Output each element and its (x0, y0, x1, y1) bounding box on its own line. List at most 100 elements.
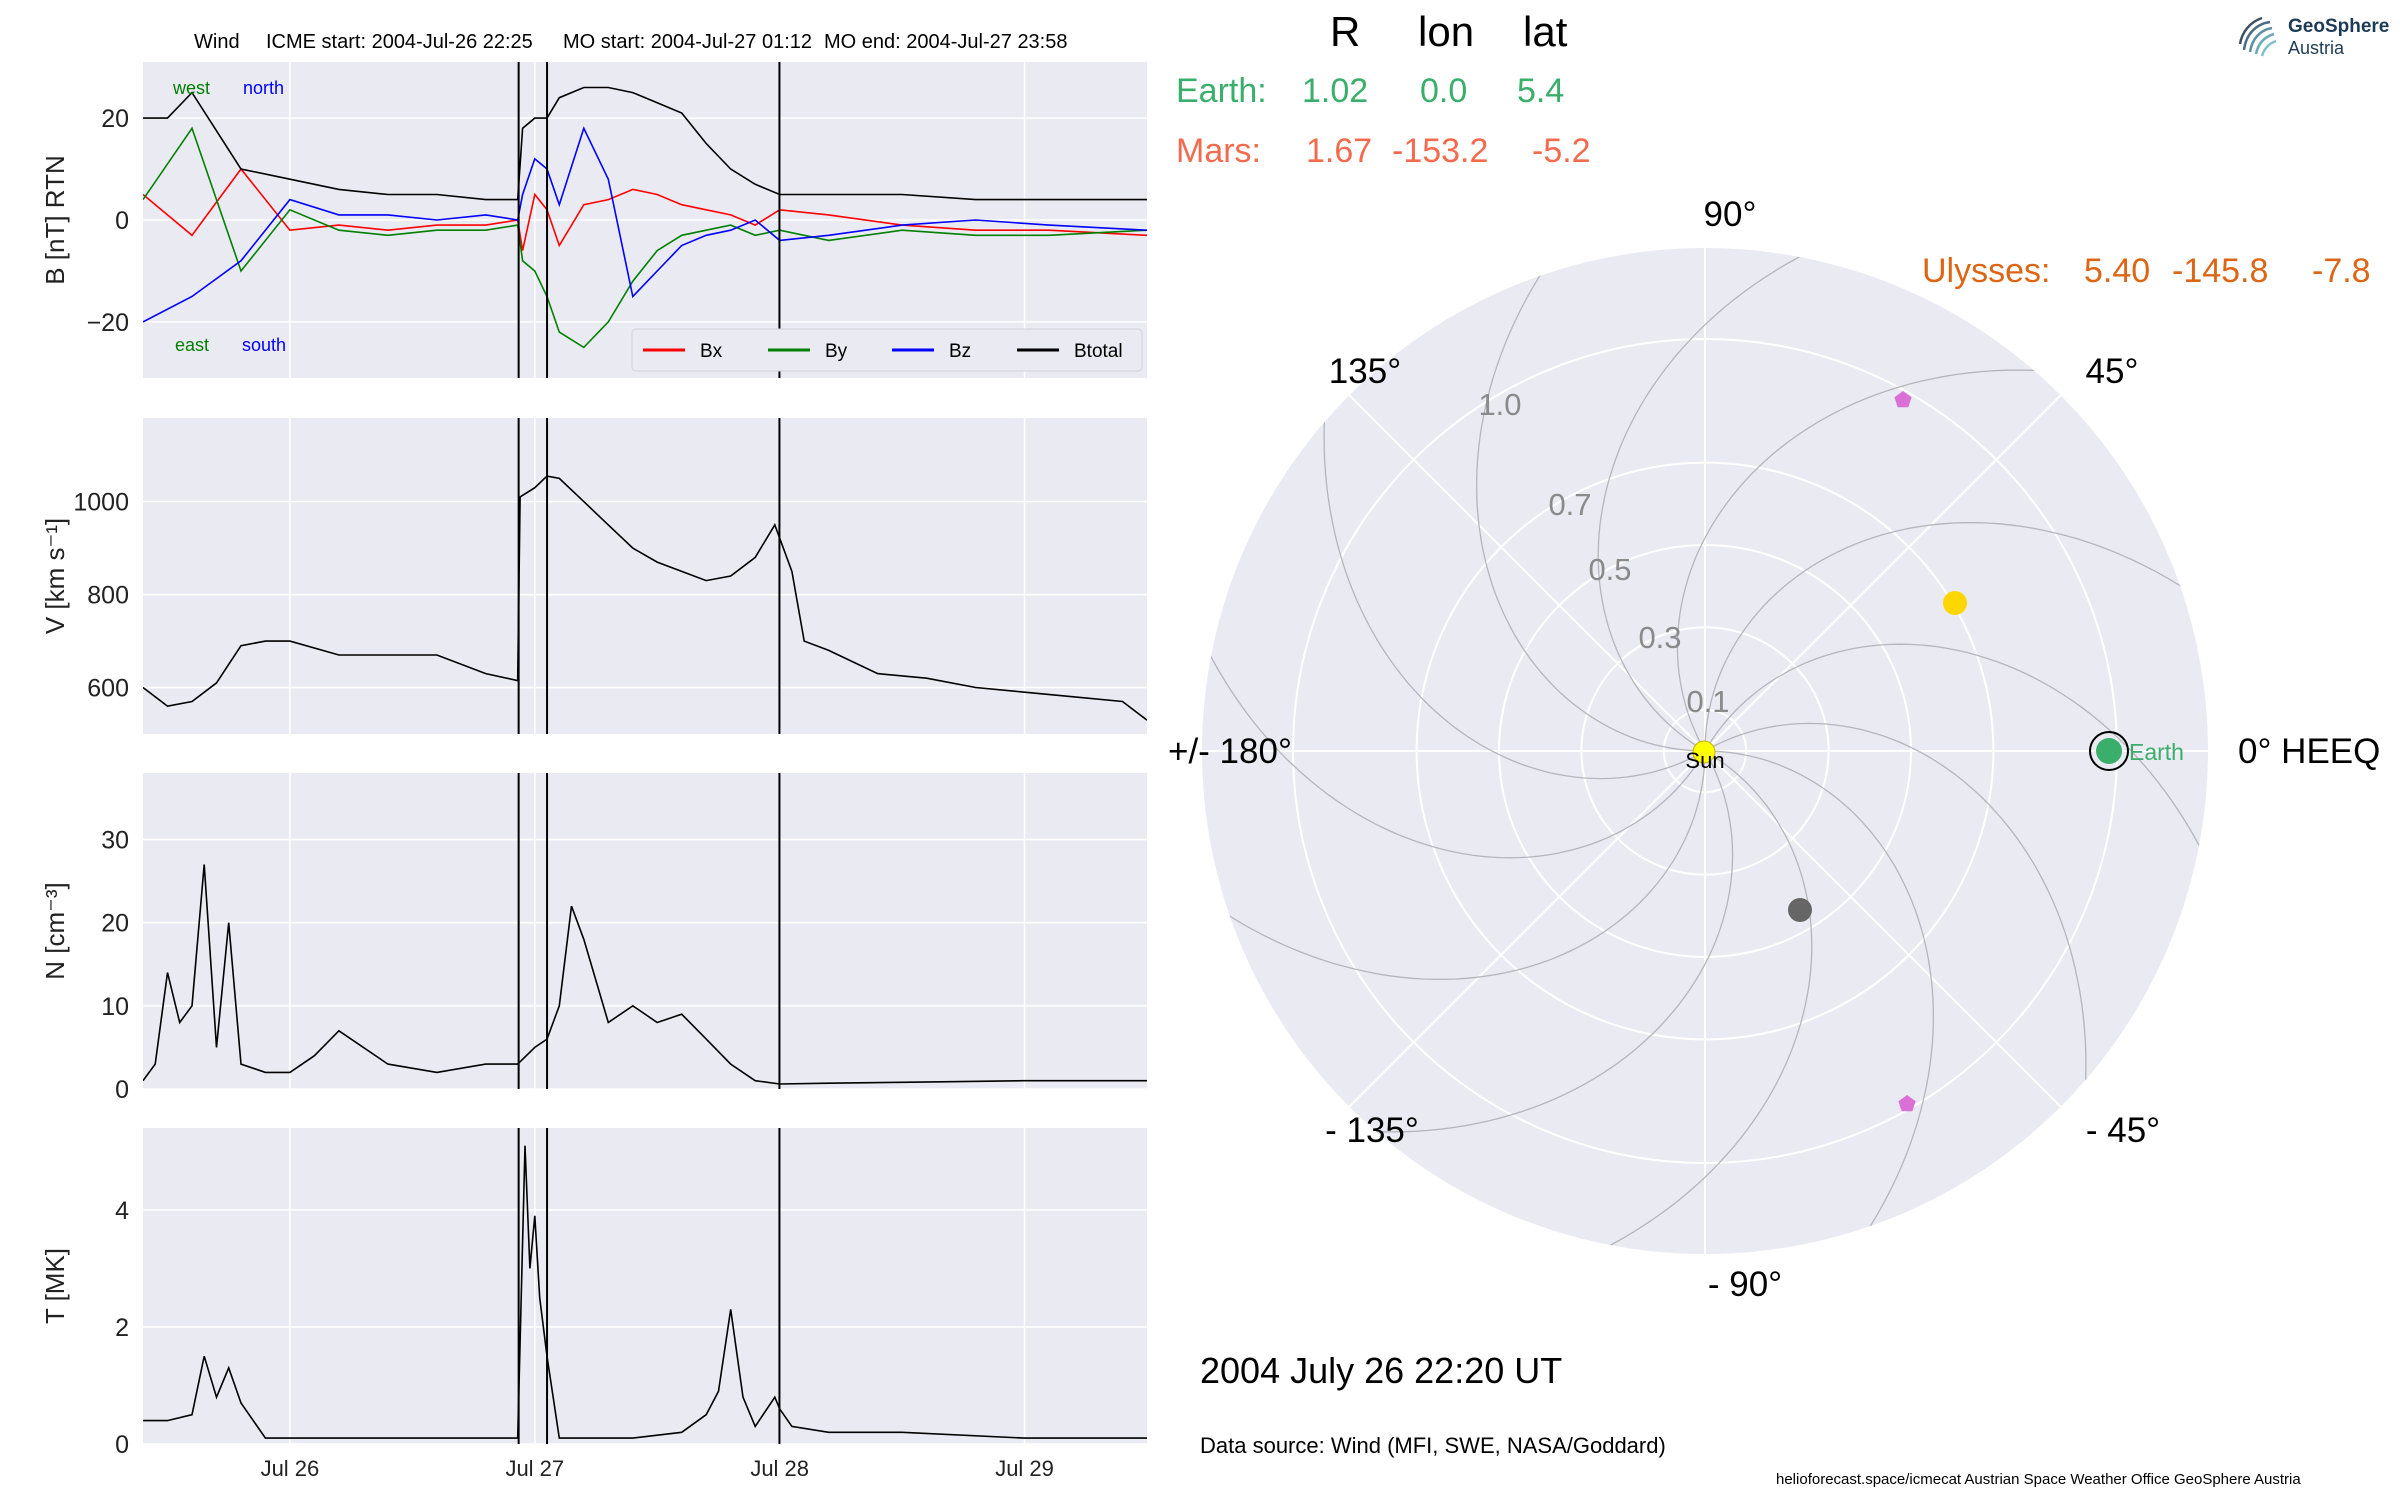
angle-label: +/- 180° (1168, 732, 1292, 771)
date-label: 2004 July 26 22:20 UT (1200, 1350, 1563, 1391)
mercury-marker (1788, 898, 1812, 922)
ulysses-row-r: 5.40 (2084, 252, 2151, 290)
legend-box (631, 328, 1143, 372)
y-tick-label: 0 (115, 207, 129, 235)
x-tick-label: Jul 29 (995, 1456, 1054, 1481)
ts-title-part: Wind (194, 31, 240, 53)
y-tick-label: 0 (115, 1431, 129, 1459)
parker-spiral (1704, 750, 1934, 1238)
y-tick-label: −20 (87, 309, 129, 337)
angular-gridline (1704, 750, 2062, 1108)
b-annotation: north (243, 78, 284, 98)
radial-gridline (1415, 461, 1995, 1041)
col-header-r: R (1330, 8, 1361, 55)
mars-row-r: 1.67 (1306, 132, 1373, 170)
ulysses-row-lon: -145.8 (2172, 252, 2269, 290)
angular-gridline (1348, 394, 1706, 752)
ts-title-part: MO start: 2004-Jul-27 01:12 (563, 31, 812, 53)
parker-spiral (1599, 750, 1813, 1252)
y-tick-label: 600 (87, 675, 129, 703)
parker-spiral (1476, 264, 1706, 752)
y-axis-label: T [MK] (40, 1248, 70, 1324)
panel-background (143, 418, 1147, 734)
earth-ring (2089, 731, 2129, 771)
panel-background (143, 1128, 1147, 1444)
parker-spiral (1704, 522, 2192, 752)
y-tick-label: 4 (115, 1197, 129, 1225)
radial-tick-label: 0.1 (1686, 684, 1729, 719)
y-tick-label: 800 (87, 582, 129, 610)
mars-row-lat: -5.2 (1532, 132, 1591, 170)
y-axis-label: N [cm⁻³] (40, 882, 70, 980)
y-axis-label: V [km s⁻¹] (40, 518, 70, 634)
angular-gridline (1348, 750, 1706, 1108)
parker-spiral (1363, 750, 1734, 1133)
x-tick-label: Jul 26 (261, 1456, 320, 1481)
series-line-Btotal (143, 86, 1147, 201)
y-tick-label: 0 (115, 1076, 129, 1104)
ts-title-part: MO end: 2004-Jul-27 23:58 (824, 31, 1068, 53)
y-tick-label: 1000 (73, 489, 129, 517)
earth-row-lat: 5.4 (1517, 72, 1565, 110)
mars-row-name: Mars: (1176, 132, 1261, 170)
legend-label: By (825, 341, 848, 362)
angle-label: 135° (1329, 352, 1401, 391)
spacecraft-marker-lower (1898, 1095, 1916, 1112)
radial-tick-label: 1.0 (1478, 387, 1521, 422)
x-tick-label: Jul 28 (750, 1456, 809, 1481)
ulysses-row-name: Ulysses: (1922, 252, 2051, 290)
radial-gridline (1498, 544, 1912, 958)
earth-label: Earth (2129, 739, 2184, 765)
logo-line1: GeoSphere (2288, 16, 2390, 37)
venus-marker (1943, 591, 1967, 615)
logo-mark-icon (2238, 16, 2277, 57)
angle-label: 0° HEEQ (2238, 732, 2380, 771)
spacecraft-marker-upper (1894, 391, 1912, 408)
polar-background (1202, 248, 2208, 1254)
ulysses-row-lat: -7.8 (2312, 252, 2371, 290)
col-header-lat: lat (1523, 8, 1568, 55)
b-annotation: west (172, 78, 210, 98)
series-line-Bz (143, 126, 1147, 323)
legend-label: Bx (700, 341, 723, 362)
radial-tick-label: 0.7 (1548, 487, 1591, 522)
y-tick-label: 20 (101, 105, 129, 133)
parker-spiral (1323, 409, 1706, 780)
angle-label: 90° (1704, 195, 1757, 234)
radial-tick-label: 0.3 (1638, 620, 1681, 655)
legend-label: Bz (949, 341, 971, 362)
y-axis-label: B [nT] RTN (40, 155, 70, 285)
earth-row-r: 1.02 (1302, 72, 1369, 110)
sun-marker (1692, 740, 1716, 764)
angle-label: - 135° (1325, 1111, 1419, 1150)
logo-line2: Austria (2288, 38, 2345, 58)
geosphere-logo: GeoSphere Austria (2236, 14, 2396, 60)
legend-label: Btotal (1074, 341, 1123, 362)
sun-label: Sun (1685, 748, 1724, 773)
earth-row-lon: 0.0 (1420, 72, 1468, 110)
earth-row-name: Earth: (1176, 72, 1267, 110)
parker-spiral (1704, 722, 2087, 1093)
mars-row-lon: -153.2 (1392, 132, 1489, 170)
angle-label: 45° (2086, 352, 2139, 391)
parker-spiral (1676, 369, 2047, 752)
radial-gridline (1580, 626, 1830, 876)
y-tick-label: 30 (101, 827, 129, 855)
radial-gridline (1662, 708, 1748, 794)
series-line-Bx (143, 167, 1147, 251)
y-tick-label: 10 (101, 993, 129, 1021)
col-header-lon: lon (1418, 8, 1475, 55)
parker-spiral (1204, 645, 1706, 859)
parker-spiral (1597, 250, 1811, 752)
radial-gridline (1292, 338, 2118, 1164)
parker-spiral (1218, 750, 1706, 980)
earth-marker (2096, 738, 2122, 764)
series-line-panel1 (143, 475, 1147, 721)
x-tick-label: Jul 27 (505, 1456, 564, 1481)
angle-label: - 45° (2086, 1111, 2160, 1150)
angle-label: - 90° (1708, 1265, 1782, 1304)
legend: Bx By Bz Btotal (631, 328, 1143, 372)
y-tick-label: 2 (115, 1314, 129, 1342)
angular-gridline (1704, 394, 2062, 752)
b-annotation: south (242, 335, 286, 355)
